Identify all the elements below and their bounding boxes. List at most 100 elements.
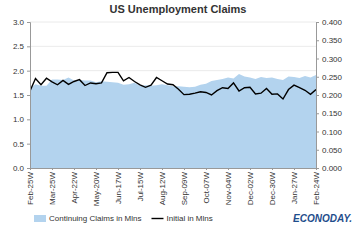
tick-mark (316, 95, 319, 96)
tick-mark (316, 168, 319, 169)
tick: Jun-17W (114, 168, 123, 204)
tick: 0.050 (316, 146, 343, 155)
tick-mark (206, 168, 207, 170)
tick: 0.000 (316, 164, 343, 173)
tick: Jul-15W (136, 168, 145, 201)
tick-mark (316, 77, 319, 78)
tick-label: 1.0 (13, 115, 25, 124)
tick: 0.350 (316, 36, 343, 45)
tick-label: 0.000 (322, 164, 343, 173)
tick-label: 0.350 (322, 36, 343, 45)
tick-label: 2.0 (13, 67, 25, 76)
legend-label: Continuing Claims in Mlns (49, 214, 141, 223)
tick-mark (162, 168, 163, 170)
legend-swatch (151, 218, 163, 219)
tick-mark (316, 132, 319, 133)
grid (30, 22, 316, 168)
tick-label: 0.400 (322, 18, 343, 27)
tick-mark (27, 71, 30, 72)
axis-line (31, 169, 317, 171)
tick-mark (27, 95, 30, 96)
tick-mark (27, 119, 30, 120)
tick-label: Jul-15W (136, 172, 145, 202)
tick: Oct-07W (202, 168, 211, 204)
tick-label: Jan-27W (290, 172, 299, 204)
tick: 0.400 (316, 18, 343, 27)
x-axis: Feb-25W Mar-25W Apr-22W May-20W Jun-17W Jul-1… (26, 168, 321, 206)
y2-axis: 0.0000.0500.1000.1500.2000.2500.3000.350… (316, 18, 343, 173)
tick: 2.5 (13, 42, 30, 51)
axis-line (27, 23, 31, 169)
tick-mark (52, 168, 53, 170)
y-axis: 0.0 0.5 1.0 1.5 2.0 2.5 3.0 (13, 18, 31, 173)
tick: 1.0 (13, 115, 30, 124)
tick-label: 0.250 (322, 73, 343, 82)
grid-line (30, 46, 316, 47)
tick: Mar-25W (48, 168, 57, 205)
tick-label: Nov-04W (224, 172, 233, 206)
tick: 0.5 (13, 140, 30, 149)
tick: 3.0 (13, 18, 30, 27)
tick-mark (96, 168, 97, 170)
tick: 0.200 (316, 91, 343, 100)
tick-label: Jun-17W (114, 172, 123, 204)
tick: 2.0 (13, 67, 30, 76)
tick: Dec-02W (246, 168, 255, 205)
tick-label: 2.5 (13, 42, 25, 51)
tick: Jan-27W (290, 168, 299, 204)
tick-label: 0.150 (322, 109, 343, 118)
tick: 0.0 (13, 164, 30, 173)
tick: May-20W (92, 168, 101, 206)
tick-mark (316, 40, 319, 41)
tick-mark (316, 150, 319, 151)
tick-mark (316, 22, 319, 23)
tick-mark (250, 168, 251, 170)
chart: US Unemployment Claims 0.0 0.5 1.0 1.5 2.0 2.5… (0, 0, 356, 230)
tick-mark (140, 168, 141, 170)
axis-line (317, 23, 320, 169)
title: US Unemployment Claims (110, 3, 247, 15)
tick-mark (316, 59, 319, 60)
tick: Sep-09W (180, 168, 189, 205)
tick-mark (118, 168, 119, 170)
tick: 0.100 (316, 128, 343, 137)
legend-item: Continuing Claims in Mlns (34, 214, 141, 223)
tick-label: 0.050 (322, 146, 343, 155)
tick-label: Aug-12W (158, 172, 167, 206)
legend-item: Initial in Mlns (151, 214, 212, 223)
tick: Nov-04W (224, 168, 233, 205)
tick-mark (74, 168, 75, 170)
tick-mark (228, 168, 229, 170)
grid-line (30, 22, 316, 23)
tick-label: Feb-25W (26, 172, 35, 205)
tick: Apr-22W (70, 168, 79, 204)
line (30, 72, 316, 99)
tick-mark (316, 168, 317, 170)
tick-label: 0.100 (322, 128, 343, 137)
tick: 0.150 (316, 109, 343, 118)
tick-label: Mar-25W (48, 172, 57, 205)
tick: Aug-12W (158, 168, 167, 205)
tick-label: 0.0 (13, 164, 25, 173)
tick-label: 0.5 (13, 140, 25, 149)
tick-mark (184, 168, 185, 170)
tick: Feb-24W (312, 168, 321, 205)
tick-mark (27, 46, 30, 47)
tick-label: Feb-24W (312, 172, 321, 205)
plot: 0.0 0.5 1.0 1.5 2.0 2.5 3.0 0.000 0.050 0.100 0.15… (13, 18, 343, 206)
tick: 1.5 (13, 91, 30, 100)
tick-label: 0.200 (322, 91, 343, 100)
tick-label: Dec-30W (268, 172, 277, 206)
tick-label: 3.0 (13, 18, 25, 27)
area (30, 74, 316, 168)
tick-label: Apr-22W (70, 172, 79, 204)
tick: Feb-25W (26, 168, 35, 205)
legend: Continuing Claims in Mlns Initial in Mlns (34, 214, 213, 223)
tick-label: 1.5 (13, 91, 25, 100)
tick-label: Dec-02W (246, 172, 255, 206)
tick-mark (27, 22, 30, 23)
tick: Dec-30W (268, 168, 277, 205)
legend-swatch (34, 215, 46, 222)
tick-mark (316, 113, 319, 114)
tick-mark (30, 168, 31, 170)
